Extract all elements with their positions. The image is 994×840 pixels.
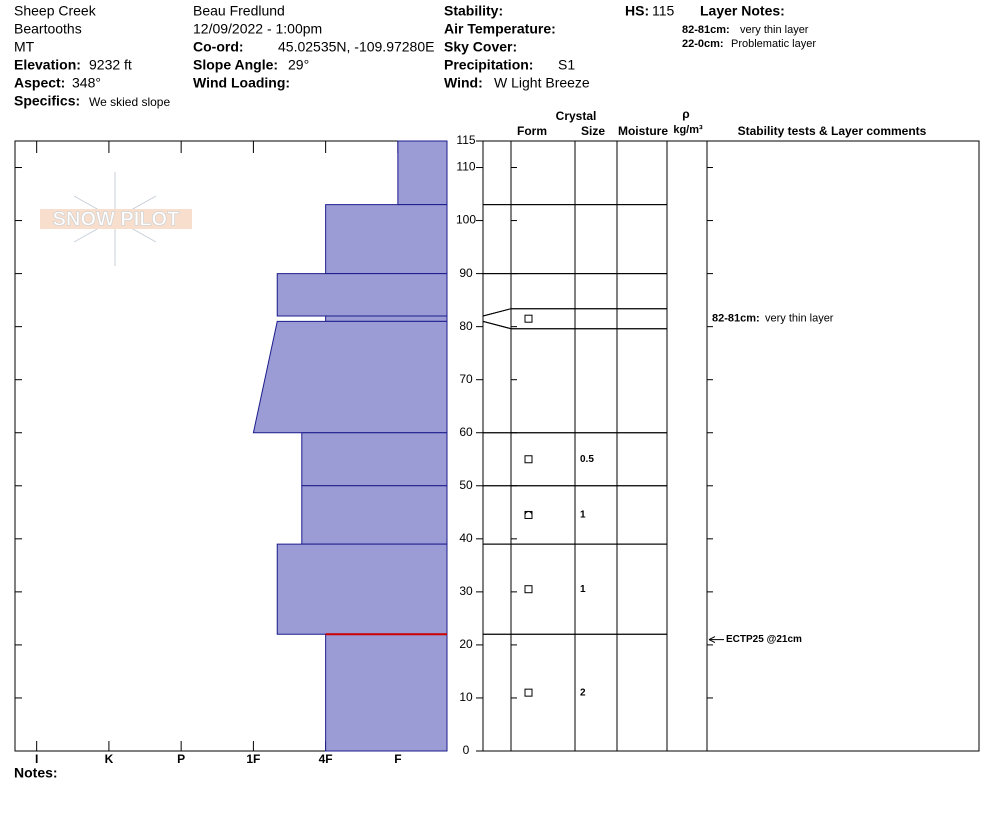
column-header: Size [581, 124, 605, 138]
y-tick-label: 0 [463, 743, 470, 757]
grain-form [524, 585, 533, 594]
grain-size: 2 [580, 687, 586, 698]
y-tick-label: 80 [459, 319, 473, 333]
layer-bar [276, 543, 448, 635]
grain-size: 1 [580, 584, 586, 595]
layer-bar [325, 315, 448, 322]
column-header: Crystal [556, 109, 597, 123]
field-value: W Light Breeze [494, 75, 590, 91]
x-tick-label: K [105, 752, 114, 766]
header: Sheep Creek Beartooths MT Elevation: 923… [14, 3, 816, 109]
watermark: SNOW PILOT [40, 172, 192, 266]
layer-boundary [482, 320, 667, 330]
y-tick-label: 20 [459, 637, 473, 651]
range: Beartooths [14, 21, 82, 37]
layer-bar [397, 140, 448, 206]
y-tick-label: 50 [459, 478, 473, 492]
layer-bar [276, 273, 448, 317]
notes-label: Notes: [14, 765, 58, 781]
layer-bar [252, 320, 448, 434]
column-header: ρ [682, 107, 689, 121]
grain-form-round [524, 510, 533, 516]
observer: Beau Fredlund [193, 3, 285, 19]
column-header: Moisture [618, 124, 668, 138]
field-label: Precipitation: [444, 57, 533, 73]
table-columns [510, 141, 708, 751]
x-tick-label: P [177, 752, 185, 766]
field-label: Sky Cover: [444, 39, 517, 55]
field-value: 45.02535N, -109.97280E [278, 39, 434, 55]
note-text: very thin layer [740, 24, 809, 36]
grain-size: 1 [580, 510, 586, 521]
note-text: Problematic layer [731, 38, 816, 50]
layer-bar [325, 633, 448, 752]
grain-form [524, 688, 533, 697]
field-label: HS: [625, 3, 649, 19]
x-tick-label: 1F [246, 752, 260, 766]
state: MT [14, 39, 35, 55]
test-arrowhead [708, 636, 716, 644]
field-value: 348° [72, 75, 101, 91]
y-tick-label: 30 [459, 584, 473, 598]
comment: very thin layer [765, 313, 834, 325]
field-label: Wind Loading: [193, 75, 290, 91]
y-tick-label: 10 [459, 690, 473, 704]
y-tick-label: 90 [459, 266, 473, 280]
field-label: Air Temperature: [444, 21, 556, 37]
field-label: Slope Angle: [193, 57, 278, 73]
test-label: ECTP25 @21cm [726, 634, 802, 645]
field-label: Aspect: [14, 75, 65, 91]
field-label: Specifics: [14, 93, 80, 109]
x-tick-label: I [35, 752, 38, 766]
x-tick-label: F [394, 752, 401, 766]
y-tick-label: 40 [459, 531, 473, 545]
layer-bar [301, 485, 448, 545]
layer-bar [325, 204, 448, 275]
datetime: 12/09/2022 - 1:00pm [193, 21, 322, 37]
field-value: 29° [288, 57, 309, 73]
site: Sheep Creek [14, 3, 97, 19]
table-frame [482, 140, 980, 752]
field-value: 9232 ft [89, 57, 132, 73]
y-tick-label: 110 [456, 160, 475, 174]
y-tick-label: 115 [456, 133, 475, 147]
note-range: 82-81cm: [682, 24, 730, 36]
field-value: S1 [558, 57, 575, 73]
comment-range: 82-81cm: [712, 313, 760, 325]
logo-band [40, 209, 192, 229]
note-range: 22-0cm: [682, 38, 724, 50]
column-header: kg/m³ [673, 124, 703, 136]
watermark-text: SNOW PILOT [53, 208, 180, 230]
grain-form [524, 455, 533, 464]
layer-bar [301, 432, 448, 487]
column-header: Stability tests & Layer comments [738, 124, 927, 138]
field-label: Layer Notes: [700, 3, 785, 19]
column-header: Form [517, 124, 547, 138]
y-tick-label: 60 [459, 425, 473, 439]
field-label: Co-ord: [193, 39, 244, 55]
field-value: We skied slope [89, 95, 170, 109]
field-value: 115 [652, 3, 675, 19]
grain-form [524, 314, 533, 323]
grain-size: 0.5 [580, 454, 594, 465]
layer-boundary [482, 308, 667, 317]
field-label: Stability: [444, 3, 503, 19]
y-tick-label: 100 [456, 213, 476, 227]
column-headers: Crystal Form Size Moisture ρ kg/m³ Stabi… [517, 107, 927, 138]
field-label: Wind: [444, 75, 483, 91]
field-label: Elevation: [14, 57, 81, 73]
x-tick-label: 4F [319, 752, 333, 766]
y-tick-label: 70 [459, 372, 473, 386]
